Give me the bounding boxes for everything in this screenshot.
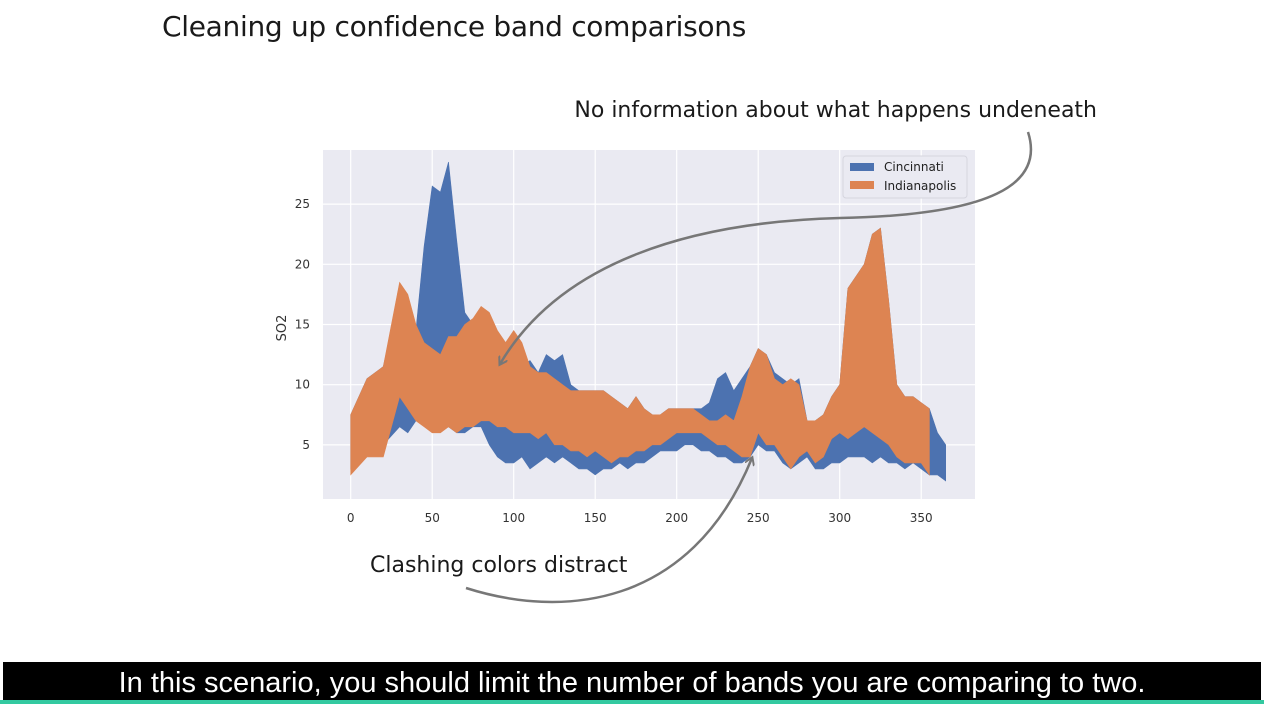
band-indianapolis <box>350 227 930 476</box>
annotation-arrow-top <box>500 131 1033 364</box>
x-tick-label: 350 <box>910 511 933 525</box>
x-tick-label: 250 <box>747 511 770 525</box>
x-tick-label: 300 <box>828 511 851 525</box>
legend-label-indianapolis: Indianapolis <box>884 179 956 193</box>
slide-title: Cleaning up confidence band comparisons <box>162 10 746 43</box>
y-tick-label: 10 <box>295 378 310 392</box>
x-tick-label: 50 <box>425 511 440 525</box>
y-tick-label: 20 <box>295 257 310 271</box>
x-tick-label: 200 <box>665 511 688 525</box>
y-tick-label: 5 <box>302 438 310 452</box>
bands <box>350 161 946 482</box>
legend-swatch-cincinnati <box>850 163 874 171</box>
x-tick-label: 150 <box>584 511 607 525</box>
legend: Cincinnati Indianapolis <box>842 155 968 199</box>
x-tick-label: 0 <box>347 511 355 525</box>
y-axis-label: SO2 <box>275 315 290 342</box>
legend-label-cincinnati: Cincinnati <box>884 160 944 174</box>
y-tick-label: 25 <box>295 197 310 211</box>
y-tick-label: 15 <box>295 318 310 332</box>
tick-labels: 0 50 100 150 200 250 300 350 5 10 15 20 25 <box>295 197 933 525</box>
caption-bar: In this scenario, you should limit the n… <box>3 662 1261 704</box>
annotation-arrow-bottom <box>465 458 752 604</box>
x-tick-label: 100 <box>502 511 525 525</box>
annotation-top: No information about what happens undene… <box>574 98 1097 123</box>
legend-swatch-indianapolis <box>850 181 874 189</box>
progress-strip <box>0 700 1264 704</box>
annotation-bottom: Clashing colors distract <box>370 553 628 578</box>
